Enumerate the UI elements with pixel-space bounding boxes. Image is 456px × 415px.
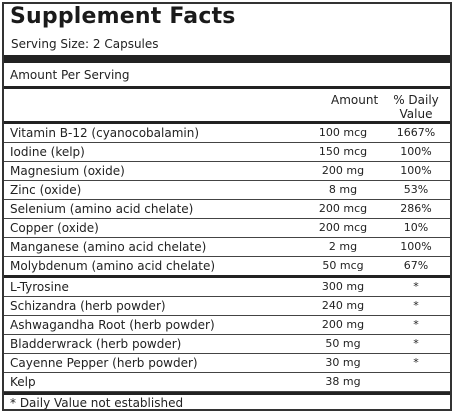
footer-divider xyxy=(4,392,450,395)
nutrient-name: Ashwagandha Root (herb powder) xyxy=(10,318,215,332)
table-row: Vitamin B-12 (cyanocobalamin) 100 mcg 1667… xyxy=(4,124,450,143)
nutrient-name: Selenium (amino acid chelate) xyxy=(10,202,194,216)
nutrient-amount: 2 mg xyxy=(328,240,358,253)
divider xyxy=(4,86,450,89)
section-divider xyxy=(4,275,450,278)
table-row: Manganese (amino acid chelate) 2 mg 100% xyxy=(4,238,450,257)
amount-per-serving-label: Amount Per Serving xyxy=(10,68,130,82)
nutrient-amount: 50 mcg xyxy=(322,259,364,272)
nutrient-name: Zinc (oxide) xyxy=(10,183,82,197)
table-row: Copper (oxide) 200 mcg 10% xyxy=(4,219,450,238)
nutrient-daily-value: 286% xyxy=(400,202,432,215)
table-row: Bladderwrack (herb powder) 50 mg * xyxy=(4,335,450,354)
nutrient-daily-value: * xyxy=(413,280,419,293)
nutrient-amount: 200 mcg xyxy=(318,221,368,234)
serving-size: Serving Size: 2 Capsules xyxy=(11,37,159,51)
table-row: Iodine (kelp) 150 mcg 100% xyxy=(4,143,450,162)
nutrient-name: Kelp xyxy=(10,375,36,389)
nutrient-daily-value: 67% xyxy=(403,259,429,272)
column-header-daily-value: % Daily Value xyxy=(388,93,444,121)
nutrient-amount: 300 mg xyxy=(321,280,365,293)
table-row: Kelp 38 mg xyxy=(4,373,450,392)
table-row: Molybdenum (amino acid chelate) 50 mcg 67% xyxy=(4,257,450,276)
supplement-facts-panel: Supplement Facts Serving Size: 2 Capsule… xyxy=(2,2,452,411)
nutrient-name: Copper (oxide) xyxy=(10,221,99,235)
thick-divider xyxy=(4,55,450,63)
nutrient-amount: 8 mg xyxy=(328,183,358,196)
nutrient-amount: 50 mg xyxy=(325,337,361,350)
nutrient-name: Bladderwrack (herb powder) xyxy=(10,337,182,351)
nutrient-daily-value: 100% xyxy=(400,240,432,253)
nutrient-name: Cayenne Pepper (herb powder) xyxy=(10,356,198,370)
nutrient-daily-value: 100% xyxy=(400,164,432,177)
nutrient-name: Schizandra (herb powder) xyxy=(10,299,166,313)
nutrient-amount: 30 mg xyxy=(325,356,361,369)
nutrient-daily-value: 100% xyxy=(400,145,432,158)
nutrient-name: Molybdenum (amino acid chelate) xyxy=(10,259,216,273)
nutrient-amount: 200 mcg xyxy=(318,202,368,215)
nutrient-daily-value: * xyxy=(413,356,419,369)
nutrient-name: Magnesium (oxide) xyxy=(10,164,125,178)
nutrient-daily-value: 53% xyxy=(403,183,429,196)
nutrient-daily-value: * xyxy=(413,318,419,331)
nutrient-amount: 100 mcg xyxy=(318,126,368,139)
column-header-amount: Amount xyxy=(331,93,379,107)
table-row: Ashwagandha Root (herb powder) 200 mg * xyxy=(4,316,450,335)
nutrient-amount: 38 mg xyxy=(325,375,361,388)
nutrient-name: Manganese (amino acid chelate) xyxy=(10,240,207,254)
nutrient-daily-value: * xyxy=(413,337,419,350)
daily-value-header-line2: Value xyxy=(399,107,433,121)
table-row: Magnesium (oxide) 200 mg 100% xyxy=(4,162,450,181)
table-row: Cayenne Pepper (herb powder) 30 mg * xyxy=(4,354,450,373)
nutrient-amount: 200 mg xyxy=(321,164,365,177)
divider xyxy=(4,121,450,124)
nutrient-amount: 200 mg xyxy=(321,318,365,331)
nutrient-name: Iodine (kelp) xyxy=(10,145,85,159)
nutrient-name: Vitamin B-12 (cyanocobalamin) xyxy=(10,126,200,140)
daily-value-header-line1: % Daily xyxy=(393,93,439,107)
nutrient-daily-value: 10% xyxy=(403,221,429,234)
panel-title: Supplement Facts xyxy=(10,4,236,29)
table-row: L-Tyrosine 300 mg * xyxy=(4,278,450,297)
nutrient-amount: 240 mg xyxy=(321,299,365,312)
table-row: Zinc (oxide) 8 mg 53% xyxy=(4,181,450,200)
table-row: Schizandra (herb powder) 240 mg * xyxy=(4,297,450,316)
nutrient-daily-value: * xyxy=(413,299,419,312)
nutrient-daily-value: 1667% xyxy=(396,126,436,139)
footnote: * Daily Value not established xyxy=(10,396,184,410)
table-row: Selenium (amino acid chelate) 200 mcg 286% xyxy=(4,200,450,219)
nutrient-name: L-Tyrosine xyxy=(10,280,69,294)
nutrient-amount: 150 mcg xyxy=(318,145,368,158)
